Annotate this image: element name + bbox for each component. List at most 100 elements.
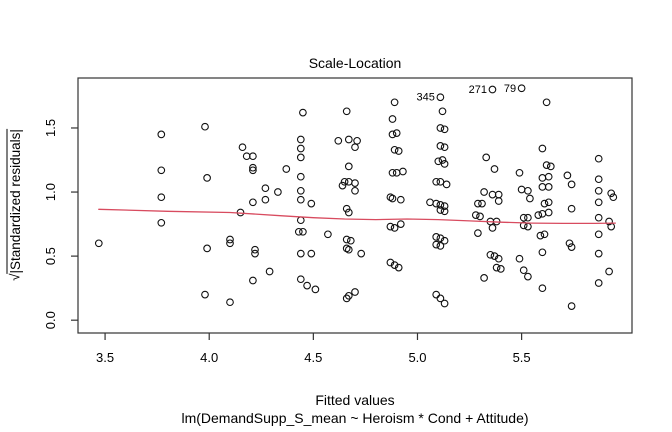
data-point bbox=[390, 261, 399, 269]
data-point bbox=[334, 136, 343, 145]
data-point bbox=[540, 199, 549, 208]
data-point bbox=[544, 172, 553, 181]
data-point bbox=[274, 188, 282, 196]
data-point bbox=[342, 107, 351, 116]
labeled-data-point bbox=[436, 93, 445, 102]
data-point bbox=[605, 217, 613, 226]
plot-border bbox=[77, 77, 633, 334]
data-point bbox=[594, 249, 603, 258]
data-point bbox=[226, 239, 234, 248]
data-point bbox=[296, 172, 305, 181]
data-point bbox=[388, 130, 397, 139]
data-point bbox=[157, 193, 166, 202]
data-point bbox=[540, 230, 549, 239]
data-point bbox=[490, 165, 499, 173]
data-point bbox=[261, 195, 270, 204]
data-point bbox=[296, 249, 305, 258]
data-point bbox=[594, 213, 603, 222]
data-point bbox=[607, 189, 616, 198]
data-point bbox=[249, 198, 257, 207]
data-point bbox=[226, 235, 234, 244]
data-point bbox=[307, 249, 316, 258]
data-point bbox=[351, 143, 359, 152]
data-point bbox=[494, 197, 503, 205]
data-point bbox=[324, 230, 332, 239]
data-point bbox=[605, 267, 613, 276]
data-point bbox=[438, 107, 447, 116]
data-point bbox=[251, 245, 259, 254]
data-point bbox=[544, 183, 553, 191]
data-point bbox=[390, 98, 399, 107]
data-point bbox=[474, 199, 482, 208]
data-point bbox=[344, 162, 353, 171]
data-point bbox=[594, 198, 603, 207]
data-point bbox=[388, 168, 397, 177]
data-point bbox=[609, 193, 618, 202]
data-point bbox=[538, 174, 547, 182]
data-point bbox=[426, 198, 434, 207]
data-point bbox=[440, 207, 449, 216]
data-point bbox=[519, 266, 528, 275]
sqrt-symbol: √ bbox=[7, 273, 23, 281]
data-point bbox=[494, 190, 503, 199]
data-point bbox=[342, 235, 351, 244]
data-point bbox=[524, 213, 532, 222]
data-point bbox=[594, 279, 603, 287]
data-point bbox=[496, 265, 505, 273]
data-point bbox=[249, 152, 257, 161]
data-point bbox=[342, 294, 351, 303]
data-point bbox=[399, 167, 407, 176]
data-point bbox=[386, 222, 395, 231]
data-point bbox=[394, 263, 403, 272]
data-point bbox=[488, 190, 497, 199]
y-tick-label: 0.0 bbox=[43, 311, 58, 329]
data-point bbox=[471, 211, 480, 219]
y-tick-label: 1.5 bbox=[43, 119, 58, 137]
smoother-line bbox=[98, 208, 616, 225]
y-axis-label: √|Standardized residuals| bbox=[6, 129, 23, 281]
data-point bbox=[538, 209, 547, 218]
data-point bbox=[536, 231, 545, 240]
data-point bbox=[342, 204, 351, 213]
data-point bbox=[542, 98, 551, 107]
data-point bbox=[486, 250, 495, 259]
data-point bbox=[542, 161, 551, 169]
data-point bbox=[565, 239, 574, 248]
y-tick-label: 0.5 bbox=[43, 247, 58, 265]
data-point bbox=[392, 168, 401, 177]
data-point bbox=[396, 220, 405, 228]
data-point bbox=[490, 252, 499, 260]
data-point bbox=[440, 160, 449, 168]
data-point bbox=[594, 186, 603, 195]
data-point bbox=[440, 143, 449, 152]
data-point bbox=[538, 284, 547, 293]
data-point bbox=[436, 206, 445, 214]
data-point bbox=[249, 166, 257, 175]
data-point bbox=[432, 240, 441, 249]
data-point bbox=[436, 201, 445, 209]
data-point bbox=[388, 194, 397, 203]
point-label: 79 bbox=[504, 83, 516, 95]
data-point bbox=[296, 135, 305, 144]
data-point bbox=[296, 195, 305, 204]
data-point bbox=[353, 136, 361, 145]
data-point bbox=[546, 162, 555, 171]
data-point bbox=[438, 156, 447, 164]
data-point bbox=[515, 168, 524, 177]
data-point bbox=[351, 179, 359, 187]
data-point bbox=[296, 216, 305, 225]
data-point bbox=[492, 263, 501, 272]
data-point bbox=[524, 186, 532, 195]
data-point bbox=[482, 153, 491, 162]
data-point bbox=[386, 258, 395, 267]
data-point bbox=[296, 144, 305, 153]
data-point bbox=[538, 183, 547, 191]
data-point bbox=[338, 181, 347, 190]
data-point bbox=[342, 244, 351, 253]
x-tick-label: 5.5 bbox=[513, 350, 531, 365]
data-point bbox=[390, 224, 399, 232]
data-point bbox=[296, 153, 305, 162]
data-point bbox=[265, 267, 274, 276]
chart-title: Scale-Location bbox=[308, 55, 402, 71]
